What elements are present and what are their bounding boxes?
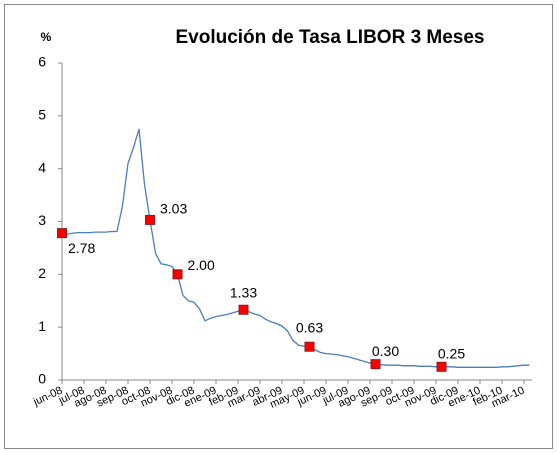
y-tick-label: 6	[38, 54, 46, 70]
y-axis-label: %	[41, 30, 52, 44]
chart-title: Evolución de Tasa LIBOR 3 Meses	[175, 27, 484, 48]
marker	[238, 304, 249, 315]
marker	[436, 361, 447, 372]
y-tick-label: 4	[38, 159, 46, 175]
y-tick-label: 5	[38, 107, 46, 123]
data-label: 0.25	[438, 345, 465, 361]
line	[61, 128, 530, 368]
y-tick-label: 2	[38, 265, 46, 281]
data-label: 3.03	[160, 201, 187, 217]
y-tick-label: 1	[38, 318, 46, 334]
data-label: 0.30	[372, 343, 399, 359]
marker	[304, 341, 315, 352]
marker	[172, 269, 183, 280]
chart-border	[4, 4, 553, 449]
y-tick-label: 3	[38, 212, 46, 228]
data-label: 1.33	[230, 284, 257, 300]
marker	[145, 214, 155, 225]
marker	[57, 228, 67, 239]
data-label: 2.78	[68, 240, 95, 256]
marker	[370, 359, 381, 370]
data-label: 2.00	[188, 257, 215, 273]
y-tick-label: 0	[38, 371, 46, 387]
data-label: 0.63	[296, 319, 323, 335]
